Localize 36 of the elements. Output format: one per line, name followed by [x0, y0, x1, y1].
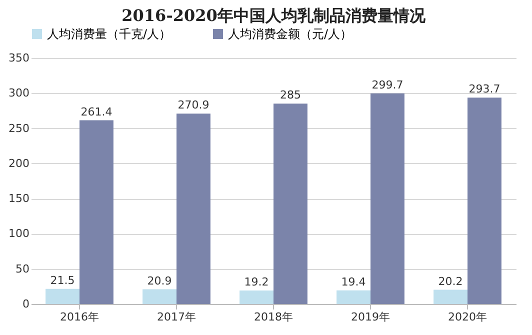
- bar: [370, 93, 404, 304]
- data-label: 19.4: [341, 275, 366, 288]
- y-tick-label: 350: [8, 52, 30, 64]
- data-label: 299.7: [372, 78, 404, 92]
- x-tick-label: 2017年: [157, 310, 196, 324]
- x-tick-label: 2020年: [448, 310, 487, 324]
- y-tick-label: 0: [22, 298, 30, 310]
- chart-title: 2016-2020年中国人均乳制品消费量情况: [122, 6, 426, 25]
- y-tick-label: 200: [8, 156, 30, 170]
- x-tick-label: 2019年: [351, 310, 390, 324]
- data-label: 20.9: [147, 274, 172, 288]
- y-tick-label: 100: [8, 227, 30, 240]
- y-tick-label: 150: [8, 192, 30, 206]
- bar: [434, 290, 468, 304]
- x-tick-label: 2016年: [60, 310, 99, 324]
- bar: [142, 289, 176, 304]
- y-tick-label: 50: [16, 262, 30, 276]
- bar: [80, 120, 114, 304]
- legend-label: 人均消费金额（元/人）: [228, 27, 352, 41]
- data-label: 270.9: [178, 98, 210, 112]
- x-tick-label: 2018年: [254, 310, 293, 324]
- bar: [240, 290, 274, 304]
- data-label: 21.5: [50, 274, 75, 287]
- bar: [468, 98, 502, 304]
- y-tick-label: 250: [8, 122, 30, 135]
- data-label: 261.4: [80, 105, 112, 118]
- data-label: 19.2: [244, 276, 269, 289]
- data-label: 293.7: [468, 82, 500, 96]
- bar: [274, 104, 308, 304]
- legend-label: 人均消费量（千克/人）: [47, 27, 172, 41]
- data-label: 20.2: [438, 274, 463, 288]
- bar: [336, 290, 370, 304]
- data-label: 285: [280, 88, 301, 102]
- bar: [176, 114, 210, 304]
- y-tick-label: 300: [8, 86, 30, 100]
- bar: [46, 288, 80, 304]
